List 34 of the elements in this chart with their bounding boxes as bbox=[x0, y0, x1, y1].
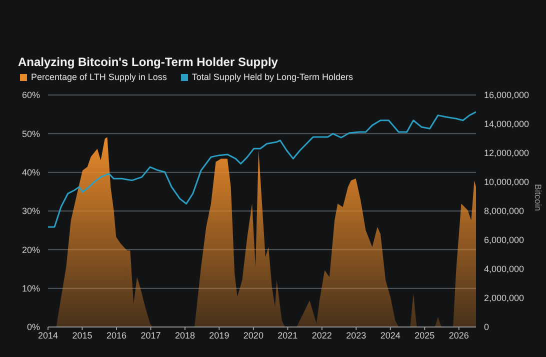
y-tick-label: 20% bbox=[22, 244, 40, 255]
y-tick-label: 30% bbox=[22, 206, 40, 216]
y2-tick-label: 2,000,000 bbox=[484, 293, 524, 304]
x-tick-label: 2025 bbox=[414, 330, 435, 340]
y2-axis-title: Bitcoin bbox=[532, 184, 543, 211]
y2-tick-label: 8,000,000 bbox=[484, 206, 524, 216]
y-tick-label: 0% bbox=[26, 322, 40, 332]
legend-label: Total Supply Held by Long-Term Holders bbox=[192, 72, 353, 82]
line-series bbox=[48, 111, 476, 228]
y-tick-label: 40% bbox=[22, 168, 40, 178]
x-tick-label: 2020 bbox=[243, 330, 264, 340]
x-tick-label: 2023 bbox=[346, 330, 366, 340]
chart-title: Analyzing Bitcoin's Long-Term Holder Supply bbox=[18, 55, 278, 69]
x-tick-label: 2018 bbox=[174, 330, 195, 340]
x-tick-label: 2021 bbox=[278, 330, 298, 340]
y-tick-label: 10% bbox=[22, 284, 40, 294]
x-tick-label: 2017 bbox=[140, 330, 161, 340]
x-tick-label: 2015 bbox=[72, 330, 92, 340]
y2-tick-label: 4,000,000 bbox=[484, 264, 524, 274]
y2-tick-label: 16,000,000 bbox=[484, 90, 530, 100]
y2-tick-label: 12,000,000 bbox=[484, 148, 530, 158]
x-tick-label: 2019 bbox=[209, 330, 230, 340]
legend-label: Percentage of LTH Supply in Loss bbox=[31, 72, 167, 82]
x-tick-label: 2022 bbox=[312, 330, 332, 340]
x-tick-label: 2026 bbox=[448, 330, 469, 340]
x-tick-label: 2014 bbox=[38, 330, 58, 340]
x-tick-label: 2024 bbox=[380, 330, 400, 340]
y2-tick-label: 14,000,000 bbox=[484, 119, 530, 130]
y2-tick-label: 0 bbox=[484, 322, 490, 332]
x-tick-label: 2016 bbox=[106, 330, 126, 340]
y-tick-label: 50% bbox=[22, 128, 40, 139]
y2-tick-label: 6,000,000 bbox=[484, 235, 524, 246]
y2-tick-label: 10,000,000 bbox=[484, 177, 530, 188]
y-tick-label: 60% bbox=[22, 90, 40, 100]
